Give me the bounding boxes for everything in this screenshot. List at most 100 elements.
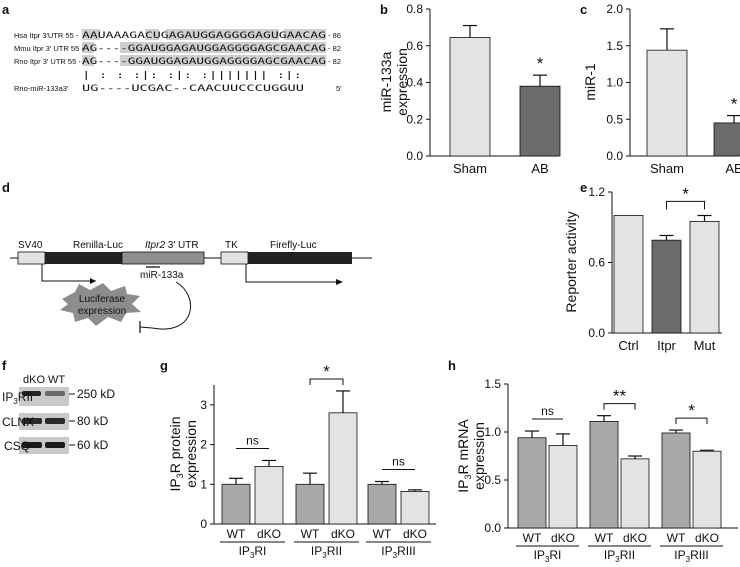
x-bar-label: WT [373,527,392,541]
y-tick-label: 0.8 [406,2,423,16]
bar [367,483,397,525]
starburst-text-line2: expression [78,306,126,317]
ylabel-tail: R protein [167,416,183,473]
significance-bracket [666,200,705,210]
x-bar-label: WT [301,527,320,541]
bar [400,491,430,525]
panel-letter-c: c [580,2,587,17]
group-label-sub: 3 [322,551,327,560]
blot-band [22,391,41,396]
highlight-box [166,29,279,40]
group-label-tail: RI [549,548,561,562]
group-label-sub: 3 [686,555,691,564]
size-marker-60: 60 kD [77,438,109,452]
renilla-luc-label: Renilla-Luc [73,240,123,251]
highlight-box [145,29,159,40]
alignment-sequence: AG----GGAUGGAGAUGGAGGGGAGCGAACAG [82,57,326,67]
panel-letter-a: a [2,2,10,17]
group-label-prefix: IP [381,544,392,558]
group-label-tail: RII [327,544,342,558]
group-label-sub: 3 [393,551,398,560]
y-tick-label: 0.4 [406,76,423,90]
group-label-sub: 3 [545,555,550,564]
alignment-sequence: AG----GGAUGGAGAUGGAGGGGAGCGAACAG [82,44,326,54]
arrow-head [336,279,343,285]
x-bar-label: WT [227,527,246,541]
bar [254,466,284,525]
bar [589,421,619,529]
bar [548,445,578,529]
alignment-row-label: Rno Itpr 3′ UTR 55 - [14,57,81,66]
blot-row-label-clnx: CLNX [2,415,34,429]
y-axis-label: expression [471,422,487,490]
bar [221,483,251,525]
firefly-luc-label: Firefly-Luc [270,240,317,251]
utr-gene-name: Itpr2 [145,240,165,251]
significance-bracket [675,417,708,425]
y-tick-label: 1.0 [606,76,623,90]
y-tick-label: 2 [200,438,207,452]
renilla-luc-box [45,252,122,264]
group-label: IP3RII [311,544,342,560]
y-tick-label: 0.6 [406,39,423,53]
firefly-luc-box [248,252,352,264]
panel-letter-g: g [160,358,168,373]
bar [328,412,358,525]
y-tick-label: 1.2 [588,185,605,199]
group-label: IP3RII [604,548,635,564]
firefly-transcription-arrow [245,264,340,283]
alignment-row-label: Hsa Itpr 3′UTR 55 - [14,31,79,40]
highlight-box [82,29,100,40]
group-label-prefix: IP [604,548,615,562]
ylabel-sub: 3 [463,474,473,479]
label-sub: 3 [13,397,18,406]
bar [646,49,688,157]
x-bar-label: dKO [695,531,719,545]
x-bar-label: dKO [403,527,427,541]
bar [661,432,691,529]
y-tick-label: 1.0 [484,425,501,439]
label-tail: RII [18,390,33,404]
alignment-panel: Hsa Itpr 3′UTR 55 - AAUAAAGACUGAGAUGGAGG… [14,29,342,94]
alignment-sequence: UG----UCGAC--CAACUUCCCUGGUU [82,84,304,94]
group-label-tail: RI [254,544,266,558]
x-bar-label: dKO [331,527,355,541]
ns-label: ns [246,433,259,447]
y-tick-label: 1.5 [484,377,501,391]
y-tick-label: 1.5 [606,39,623,53]
bar [651,239,682,334]
blot-row-label-ip3rii: IP3RII [2,390,33,406]
blot-row-label-csq: CSQ [4,439,30,453]
x-bar-label: dKO [257,527,281,541]
bar [517,437,547,529]
y-tick-label: 0.5 [484,473,501,487]
y-tick-label: 2.0 [606,2,623,16]
x-tick-label: Sham [453,161,487,176]
alignment-row-end: - 82 [328,44,341,53]
alignment-sequence: AAUAAAGACUGAGAUGGAGGGGAGUGAACAG [82,31,326,41]
significance-star: * [682,184,689,203]
x-tick-label: Sham [650,161,684,176]
significance-star: ** [613,387,627,406]
starburst-text-line1: Luciferase [79,294,126,305]
significance-star: * [323,362,330,381]
highlight-box [120,55,326,66]
y-tick-label: 0.2 [406,112,423,126]
significance-star: * [731,95,738,114]
blot-band [22,418,42,424]
x-tick-label: Ctrl [618,338,638,353]
y-axis-label: expression [394,48,410,116]
group-label-sub: 3 [615,555,620,564]
panel-letter-h: h [448,358,456,373]
ns-label: ns [541,404,554,418]
bar [692,450,722,529]
group-label-tail: RIII [690,548,709,562]
y-axis-label: IP3R protein [167,416,185,491]
bar [713,122,740,157]
size-marker-250: 250 kD [77,387,115,401]
bar [613,215,644,334]
ns-label: ns [392,455,405,469]
highlight-box [120,42,326,53]
significance-star: * [537,54,544,73]
renilla-transcription-arrow [41,264,96,282]
